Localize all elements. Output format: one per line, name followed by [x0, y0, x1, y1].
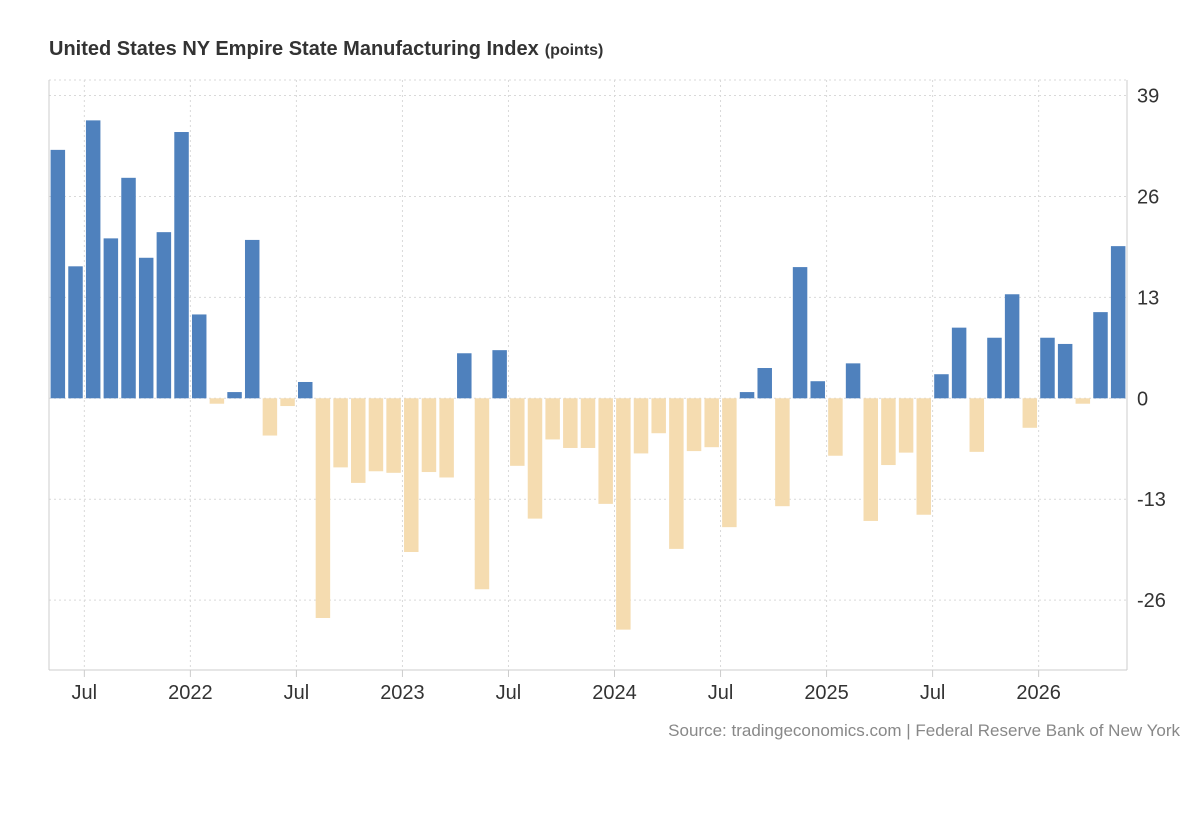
bar-2023-06: [492, 350, 507, 399]
bar-2021-07: [85, 120, 101, 399]
grid-lines: [49, 79, 1127, 670]
bar-2023-09: [545, 398, 560, 440]
bar-2022-02: [209, 398, 225, 404]
bar-2024-04: [669, 398, 684, 549]
bar-2023-12: [598, 398, 613, 504]
y-tick-label: 13: [1137, 287, 1159, 309]
bar-2021-06: [68, 266, 83, 399]
bar-2023-05: [474, 398, 490, 590]
x-tick-label: Jul: [708, 682, 734, 704]
x-tick-label: 2026: [1016, 682, 1061, 704]
bar-series: [50, 120, 1126, 630]
x-tick-label: Jul: [920, 682, 946, 704]
bar-undefined: [1110, 246, 1126, 399]
source-note: Source: tradingeconomics.com | Federal R…: [668, 721, 1180, 740]
bar-2025-10: [987, 337, 1002, 399]
bar-2023-01: [404, 398, 419, 552]
bar-2022-04: [244, 239, 260, 399]
bar-2026-03: [1075, 398, 1091, 404]
bar-2025-04: [881, 398, 896, 466]
bar-2025-07: [934, 374, 949, 399]
bar-2022-01: [191, 314, 207, 399]
bar-2024-08: [739, 392, 755, 399]
bar-2022-06: [280, 398, 295, 407]
bar-2024-09: [757, 368, 772, 399]
bar-2026-02: [1057, 343, 1073, 399]
bar-2022-08: [315, 398, 331, 618]
bar-2025-09: [969, 398, 985, 452]
bar-2022-03: [227, 392, 242, 399]
bar-2025-11: [1004, 294, 1020, 399]
bar-2024-02: [633, 398, 649, 454]
tick-labels: 39 26 13 0 -13 -26 Jul 2022 Jul 2023 Jul 2024 Jul 202…: [72, 86, 1166, 704]
bar-2023-02: [421, 398, 437, 473]
x-tick-label: Jul: [284, 682, 310, 704]
bar-2021-05: [50, 149, 66, 399]
bar-2021-09: [121, 177, 136, 399]
chart-title: United States NY Empire State Manufactur…: [49, 38, 603, 61]
bar-2024-01: [616, 398, 631, 630]
y-tick-label: 39: [1137, 86, 1159, 108]
bar-2023-10: [563, 398, 578, 448]
bar-2021-11: [156, 232, 172, 399]
axes: [48, 80, 1128, 677]
y-tick-label: 26: [1137, 186, 1159, 208]
bar-2025-03: [863, 398, 878, 521]
bar-2025-05: [898, 398, 914, 453]
bar-2023-04: [457, 353, 472, 399]
bar-2022-11: [368, 398, 384, 472]
x-tick-label: Jul: [496, 682, 522, 704]
bar-2024-12: [810, 381, 825, 399]
bar-2024-10: [775, 398, 790, 507]
bar-2025-12: [1022, 398, 1038, 428]
bar-2023-11: [580, 398, 596, 448]
bar-2025-01: [828, 398, 843, 456]
bar-2021-08: [103, 238, 119, 399]
bar-2022-10: [351, 398, 366, 483]
bar-2024-07: [722, 398, 737, 528]
bar-2024-06: [704, 398, 719, 448]
x-tick-label: 2025: [804, 682, 849, 704]
bar-2022-09: [333, 398, 348, 468]
bar-2024-11: [792, 267, 808, 399]
title-text: United States NY Empire State Manufactur…: [49, 38, 539, 60]
bar-2025-08: [951, 327, 967, 399]
y-tick-label: -13: [1137, 489, 1166, 511]
bar-2025-06: [916, 398, 932, 515]
bar-2023-03: [439, 398, 454, 478]
bar-2021-10: [138, 257, 154, 399]
x-tick-label: 2023: [380, 682, 425, 704]
x-tick-label: 2022: [168, 682, 213, 704]
bar-2023-07: [510, 398, 525, 466]
bar-2025-02: [845, 363, 861, 399]
bar-2024-05: [686, 398, 702, 452]
bar-2026-04: [1093, 312, 1108, 399]
y-tick-label: -26: [1137, 590, 1166, 612]
bar-2023-08: [527, 398, 543, 519]
bar-2022-05: [262, 398, 278, 436]
y-tick-label: 0: [1137, 388, 1148, 410]
x-tick-label: 2024: [592, 682, 637, 704]
bar-2024-03: [651, 398, 666, 434]
bar-2021-12: [174, 132, 189, 399]
title-units: (points): [544, 42, 604, 59]
bar-2022-07: [298, 381, 313, 399]
bar-2022-12: [386, 398, 401, 473]
bar-2026-01: [1040, 337, 1055, 399]
x-tick-label: Jul: [72, 682, 98, 704]
